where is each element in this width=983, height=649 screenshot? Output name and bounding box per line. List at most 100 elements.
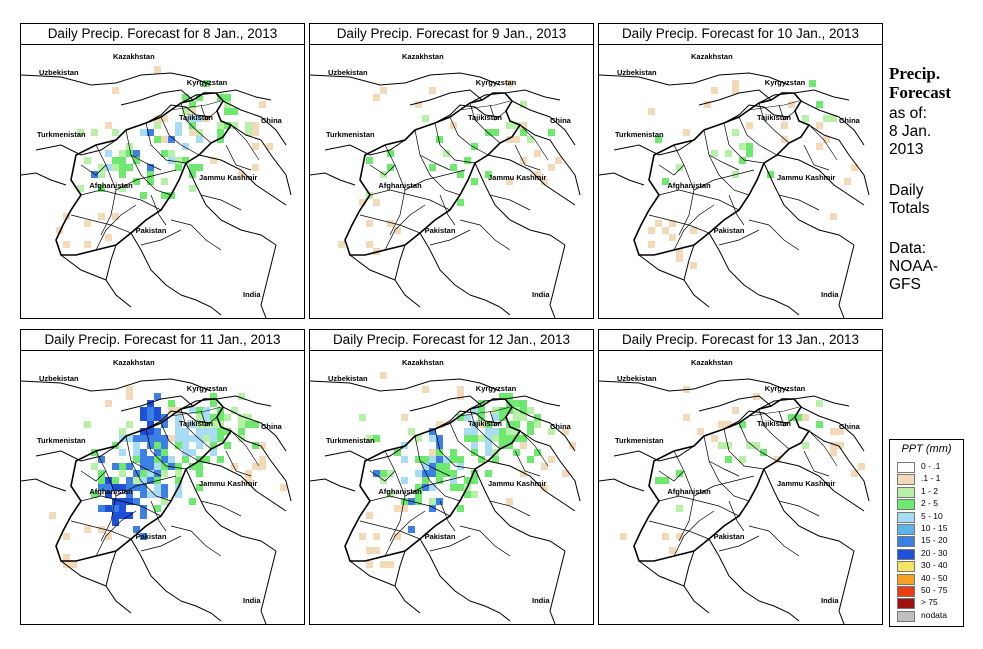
province-border — [429, 535, 471, 552]
map-labels: Kazakhstan Uzbekistan Kyrgyzstan Tajikistan… — [326, 358, 572, 605]
precip-cell-light_green — [98, 171, 105, 178]
precip-cell-light — [70, 561, 77, 568]
label-kazakhstan: Kazakhstan — [691, 52, 733, 61]
province-border — [459, 219, 511, 251]
precip-cell-light_green — [676, 505, 683, 512]
precip-cells — [648, 80, 858, 269]
precip-cell-light — [711, 435, 718, 442]
precip-cell-blue — [147, 477, 154, 484]
country-border — [419, 538, 471, 602]
precip-cell-light — [63, 241, 70, 248]
region-border — [230, 430, 260, 467]
label-tajikistan: Tajikistan — [757, 419, 791, 428]
country-border — [120, 89, 194, 106]
label-jammu-kashmir: Jammu Kashmir — [488, 173, 546, 182]
precip-cell-sky — [471, 442, 478, 449]
precip-cell-green — [387, 164, 394, 171]
precip-cell-sky — [175, 435, 182, 442]
precip-cell-blue — [154, 393, 161, 400]
province-border — [225, 144, 252, 171]
country-border — [763, 162, 855, 246]
label-afghanistan: Afghanistan — [89, 181, 133, 190]
precip-cell-sky — [429, 456, 436, 463]
precip-cell-green — [140, 470, 147, 477]
precip-cell-green — [147, 178, 154, 185]
precip-cell-blue — [147, 435, 154, 442]
precip-cell-light — [252, 463, 259, 470]
precip-cell-green — [217, 414, 224, 421]
precip-cell-sky — [464, 414, 471, 421]
precip-cell-light_green — [133, 477, 140, 484]
precip-cell-light — [718, 421, 725, 428]
precip-cell-light — [830, 442, 837, 449]
province-border — [384, 510, 426, 557]
boundaries — [310, 378, 581, 624]
precip-cell-blue — [429, 463, 436, 470]
precip-cell-green — [471, 449, 478, 456]
precip-cell-light_green — [203, 435, 210, 442]
country-border — [198, 154, 287, 206]
precip-cell-sky — [196, 115, 203, 122]
precip-cell-sky — [485, 449, 492, 456]
country-border — [758, 600, 800, 622]
precip-cell-light — [851, 164, 858, 171]
side-title: Precip. Forecast — [889, 64, 951, 102]
precip-cell-green — [499, 393, 506, 400]
precip-cell-light — [620, 533, 627, 540]
panel-title: Daily Precip. Forecast for 12 Jan., 2013 — [310, 330, 593, 351]
precip-cell-green — [189, 101, 196, 108]
province-border — [359, 214, 421, 234]
map-labels: Kazakhstan Uzbekistan Kyrgyzstan Tajikistan… — [326, 52, 572, 299]
precip-cell-light — [366, 241, 373, 248]
province-border — [708, 460, 740, 477]
precip-cell-green — [746, 150, 753, 157]
country-border — [638, 560, 685, 587]
precip-map: Kazakhstan Uzbekistan Kyrgyzstan Tajikistan… — [310, 52, 581, 318]
precip-cell-light — [662, 533, 669, 540]
label-afghanistan: Afghanistan — [667, 181, 711, 190]
precip-cell-blue — [112, 463, 119, 470]
precip-cell-light — [541, 484, 548, 491]
country-border — [613, 139, 695, 156]
precip-cell-green — [224, 442, 231, 449]
daily-totals-text: Daily Totals — [889, 182, 930, 218]
label-india: India — [821, 290, 839, 299]
precip-cell-light_green — [387, 470, 394, 477]
precip-cell-sky — [175, 129, 182, 136]
country-border — [60, 254, 107, 281]
country-border — [324, 445, 406, 462]
precip-cell-green — [196, 94, 203, 101]
country-border — [776, 154, 865, 206]
country-border — [180, 294, 222, 316]
precip-cell-blue — [98, 505, 105, 512]
precip-cell-green — [478, 407, 485, 414]
province-border — [469, 102, 501, 144]
province-border — [758, 102, 790, 144]
label-afghanistan: Afghanistan — [378, 487, 422, 496]
precip-cell-light — [830, 213, 837, 220]
precip-cell-blue — [429, 505, 436, 512]
country-border — [130, 232, 182, 296]
precip-cell-light — [676, 248, 683, 255]
precip-cell-sky — [401, 477, 408, 484]
province-border — [514, 450, 541, 477]
precip-map: Kazakhstan Uzbekistan Kyrgyzstan Tajikistan… — [599, 358, 870, 624]
afghanistan-border — [55, 92, 233, 256]
country-border — [394, 550, 421, 614]
precip-cell-light — [98, 213, 105, 220]
precip-cell-green — [464, 491, 471, 498]
afghanistan-border — [344, 92, 522, 256]
precip-cell-deep_blue — [112, 484, 119, 491]
precip-cell-light — [168, 435, 175, 442]
precip-cell-light_green — [238, 393, 245, 400]
precip-cell-light_green — [816, 400, 823, 407]
country-border — [324, 139, 406, 156]
precip-cell-light — [366, 512, 373, 519]
precip-cell-light — [373, 547, 380, 554]
precip-cell-blue — [147, 463, 154, 470]
precip-cell-deep_blue — [105, 505, 112, 512]
panel-title: Daily Precip. Forecast for 9 Jan., 2013 — [310, 24, 593, 45]
precip-cell-light — [366, 547, 373, 554]
precip-cell-light — [252, 164, 259, 171]
country-border — [776, 460, 865, 512]
